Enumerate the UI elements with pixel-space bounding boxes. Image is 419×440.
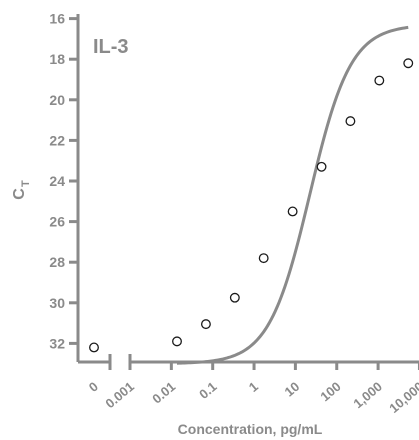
- data-point: [316, 161, 327, 172]
- x-axis: 0 0.001 0.01 0.1 1 10 100 1,000 10,000: [78, 354, 419, 416]
- data-point: [374, 75, 385, 86]
- x-tick-label: 1,000: [350, 379, 385, 411]
- y-tick-label: 32: [49, 335, 65, 351]
- x-axis-label: Concentration, pg/mL: [178, 421, 323, 437]
- y-tick-label: 22: [49, 132, 65, 148]
- y-tick-label: 16: [49, 11, 65, 27]
- x-tick-label: 100: [317, 379, 343, 404]
- x-tick-label: 0.1: [196, 379, 219, 402]
- data-point: [200, 319, 211, 330]
- x-tick-label: 10,000: [386, 379, 419, 416]
- data-point: [258, 253, 269, 264]
- data-point: [345, 116, 356, 127]
- fit-curve: [176, 25, 409, 365]
- y-axis: 16 18 20 22 24 26 28 30 32: [49, 11, 80, 362]
- y-tick-label: 30: [49, 295, 65, 311]
- data-point-zero: [89, 342, 99, 353]
- data-points: [89, 58, 414, 353]
- data-point: [229, 292, 240, 303]
- y-axis-label-subscript: T: [20, 180, 32, 187]
- y-tick-label: 26: [49, 214, 65, 230]
- x-tick-label: 10: [282, 379, 303, 400]
- data-point: [172, 336, 182, 347]
- y-tick-label: 28: [49, 254, 65, 270]
- y-axis-label: C T: [11, 180, 32, 200]
- y-tick-label: 24: [49, 173, 65, 189]
- y-tick-label: 18: [49, 51, 65, 67]
- data-point: [287, 206, 298, 217]
- data-point: [403, 58, 414, 69]
- y-axis-label-main: C: [11, 188, 28, 200]
- x-tick-label: 0.001: [102, 379, 137, 411]
- x-tick-label: 0.01: [149, 379, 178, 407]
- x-tick-label: 1: [246, 379, 261, 395]
- x-tick-label: 0: [86, 379, 101, 395]
- y-tick-label: 20: [49, 92, 65, 108]
- chart-title: IL-3: [93, 36, 129, 58]
